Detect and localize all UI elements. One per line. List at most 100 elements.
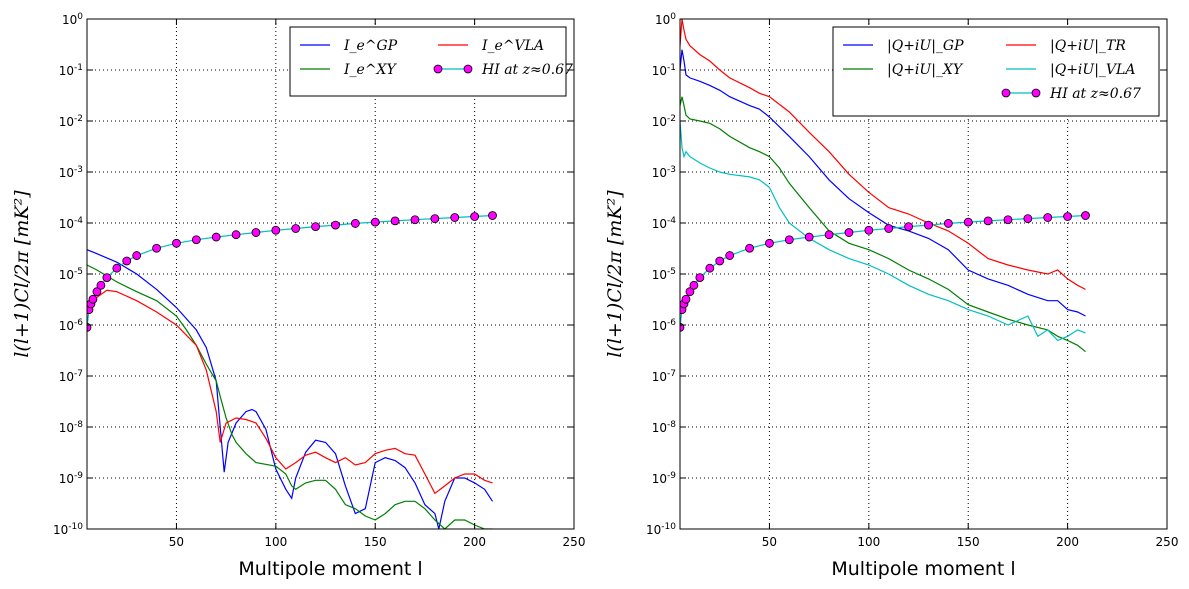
y-tick-label: 100 (62, 12, 83, 27)
hi-data-point (96, 280, 106, 290)
hi-data-point (350, 219, 360, 228)
legend-entry-label: I_e^GP (343, 38, 398, 54)
hi-data-point (410, 215, 420, 225)
y-axis-label: l(l+1)Cl/2π [mK²] (604, 190, 626, 358)
hi-data-point (488, 211, 497, 220)
y-tick-label: 10-7 (652, 369, 676, 384)
hi-data-point (904, 222, 913, 231)
hi-data-point (152, 243, 161, 253)
y-tick-label: 10-3 (652, 165, 676, 180)
hi-data-point (311, 222, 320, 231)
series-group (680, 19, 1090, 353)
hi-data-point (983, 216, 993, 226)
hi-data-point (685, 287, 695, 297)
legend-swatch-marker (433, 64, 443, 74)
series-line-0 (680, 49, 1086, 317)
hi-data-point (963, 217, 973, 227)
hi-data-point (390, 216, 400, 226)
x-axis-label: Multipole moment l (238, 558, 422, 580)
hi-data-point (864, 225, 874, 235)
hi-data-point (291, 224, 301, 233)
hi-data-point (331, 220, 340, 230)
grid-lines (87, 19, 574, 529)
hi-data-point (172, 238, 181, 248)
hi-data-point (824, 230, 834, 240)
y-tick-label: 10-7 (59, 369, 83, 384)
series-line-3 (680, 120, 1086, 342)
legend-entry-label: I_e^XY (343, 62, 398, 78)
hi-data-point (122, 256, 132, 266)
hi-data-point (1043, 213, 1053, 222)
hi-data-point (271, 225, 281, 235)
hi-data-point (88, 294, 98, 304)
y-tick-label: 10-3 (59, 165, 83, 180)
legend-swatch-marker (1031, 88, 1041, 98)
y-tick-label: 100 (655, 12, 676, 27)
hi-data-point (715, 256, 725, 266)
series-line-1 (680, 96, 1086, 353)
hi-data-point (924, 220, 933, 230)
series-line-2 (87, 289, 493, 495)
hi-data-point (191, 235, 201, 245)
x-tick-label: 50 (169, 535, 184, 549)
legend-swatch-marker (463, 64, 473, 74)
hi-series-line (87, 214, 493, 328)
legend-box (289, 26, 567, 97)
legend-entry-label: |Q+iU|_GP (887, 38, 964, 54)
x-tick-label: 50 (762, 535, 777, 549)
x-tick-label: 250 (563, 535, 586, 549)
hi-data-point (470, 212, 480, 221)
legend-entry-label: HI at z≈0.67 (1049, 86, 1141, 102)
legend-entry-label: |Q+iU|_XY (887, 62, 964, 78)
hi-data-point (725, 251, 735, 260)
y-tick-label: 10-5 (59, 267, 83, 282)
legend-swatch-marker (1001, 88, 1011, 98)
series-line-2 (680, 19, 1086, 290)
hi-data-point (745, 243, 754, 253)
hi-data-point (1023, 214, 1033, 223)
legend-entry-label: |Q+iU|_TR (1050, 38, 1126, 54)
y-tick-label: 10-9 (59, 471, 84, 486)
x-tick-label: 150 (364, 535, 387, 549)
series-group (87, 211, 497, 529)
x-tick-label: 200 (463, 535, 486, 549)
legend: |Q+iU|_GP |Q+iU|_XY |Q+iU|_TR |Q+iU|_VLA HI … (832, 26, 1160, 117)
hi-data-point (450, 213, 460, 222)
y-tick-label: 10-6 (652, 318, 677, 333)
hi-data-point (695, 273, 705, 282)
y-axis-label: l(l+1)Cl/2π [mK²] (11, 190, 33, 358)
x-tick-label: 250 (1156, 535, 1179, 549)
x-tick-label: 100 (857, 535, 880, 549)
legend-box (832, 26, 1160, 117)
x-tick-label: 200 (1056, 535, 1079, 549)
y-tick-label: 10-4 (59, 216, 84, 231)
hi-data-point (370, 217, 380, 227)
hi-data-point (102, 273, 112, 282)
legend: I_e^GP I_e^XY I_e^VLA HI at z≈0.67 (289, 26, 573, 97)
y-tick-label: 10-1 (59, 63, 83, 78)
legend-entry-label: I_e^VLA (481, 38, 544, 54)
y-tick-label: 10-9 (652, 471, 677, 486)
y-tick-label: 10-10 (53, 522, 83, 537)
x-tick-label: 150 (957, 535, 980, 549)
hi-data-point (1081, 211, 1090, 220)
hi-data-point (884, 224, 894, 233)
hi-data-point (211, 232, 221, 242)
hi-data-point (112, 263, 122, 273)
series-line-1 (87, 264, 493, 529)
y-tick-label: 10-10 (646, 522, 676, 537)
hi-data-point (784, 235, 794, 245)
legend-entry-label: |Q+iU|_VLA (1050, 62, 1135, 78)
y-tick-label: 10-8 (652, 420, 677, 435)
hi-data-point (430, 214, 440, 223)
hi-data-point (943, 219, 953, 228)
hi-data-point (705, 263, 715, 273)
y-tick-label: 10-4 (652, 216, 677, 231)
series-line-0 (87, 249, 494, 529)
y-tick-label: 10-1 (652, 63, 676, 78)
y-tick-label: 10-2 (652, 114, 676, 129)
hi-data-point (844, 228, 854, 237)
hi-data-point (251, 228, 261, 237)
hi-data-point (804, 232, 814, 242)
